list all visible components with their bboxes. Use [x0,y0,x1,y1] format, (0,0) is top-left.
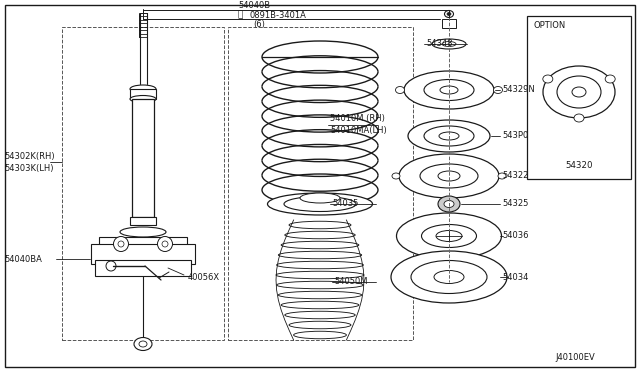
Text: ⓝ: ⓝ [238,10,243,19]
Text: 40056X: 40056X [188,273,220,282]
Bar [442,19,456,28]
Ellipse shape [447,13,451,16]
Text: OPTION: OPTION [533,22,565,31]
Text: 54320: 54320 [565,160,593,170]
Ellipse shape [134,337,152,350]
Ellipse shape [278,291,362,299]
Ellipse shape [432,39,466,49]
Ellipse shape [605,75,615,83]
Ellipse shape [285,311,355,319]
Ellipse shape [399,154,499,198]
Bar [99,237,187,254]
Text: 543P0: 543P0 [502,131,528,141]
Text: 54302K(RH): 54302K(RH) [4,151,54,160]
Circle shape [157,237,173,251]
Bar [62,27,224,340]
Ellipse shape [438,196,460,212]
Ellipse shape [130,96,156,103]
Text: 54010M (RH): 54010M (RH) [330,115,385,124]
Text: 54035: 54035 [332,199,358,208]
Bar [91,244,195,264]
Ellipse shape [392,173,400,179]
Ellipse shape [397,213,502,259]
Ellipse shape [276,271,364,279]
Ellipse shape [268,193,372,215]
Text: 0891B-3401A: 0891B-3401A [249,10,306,19]
Ellipse shape [404,71,494,109]
Text: 54010MA(LH): 54010MA(LH) [330,126,387,135]
Ellipse shape [281,241,359,249]
Ellipse shape [289,221,351,229]
Bar [527,16,631,179]
Text: J40100EV: J40100EV [555,353,595,362]
Circle shape [113,237,129,251]
Text: 54329N: 54329N [502,86,535,94]
Text: 54325: 54325 [502,199,529,208]
Ellipse shape [424,126,474,146]
Ellipse shape [289,321,351,329]
Ellipse shape [442,42,456,46]
Ellipse shape [422,224,477,247]
Bar [130,217,156,225]
Ellipse shape [139,341,147,347]
Text: (6): (6) [253,20,265,29]
Text: 54322: 54322 [502,171,529,180]
Ellipse shape [411,260,487,294]
Circle shape [106,261,116,271]
Text: 54303K(LH): 54303K(LH) [4,164,54,173]
Bar [130,89,156,99]
Bar [228,27,413,340]
Bar [95,260,191,276]
Ellipse shape [439,132,459,140]
Ellipse shape [424,80,474,100]
Ellipse shape [300,193,340,203]
Ellipse shape [420,164,478,188]
Ellipse shape [444,201,454,208]
Ellipse shape [438,171,460,181]
Text: 54034: 54034 [502,273,529,282]
Ellipse shape [284,196,356,212]
Circle shape [162,241,168,247]
Ellipse shape [434,270,464,283]
Bar [132,99,154,217]
Ellipse shape [498,173,506,179]
Ellipse shape [278,251,362,259]
Ellipse shape [440,86,458,94]
Ellipse shape [391,251,507,303]
Text: 54040B: 54040B [238,1,270,10]
Ellipse shape [130,85,156,93]
Ellipse shape [408,120,490,152]
Ellipse shape [493,87,502,93]
Ellipse shape [120,227,166,237]
Ellipse shape [396,87,404,93]
Ellipse shape [543,75,553,83]
Ellipse shape [436,231,462,241]
Text: 54036: 54036 [502,231,529,241]
Ellipse shape [572,87,586,97]
Ellipse shape [557,76,601,108]
Ellipse shape [574,114,584,122]
Ellipse shape [276,261,364,269]
Circle shape [118,241,124,247]
Ellipse shape [276,281,364,289]
Ellipse shape [445,10,454,17]
Ellipse shape [285,231,355,239]
Text: 54348: 54348 [426,39,452,48]
Text: 54050M: 54050M [334,278,367,286]
Ellipse shape [294,331,346,339]
Ellipse shape [281,301,359,309]
Text: 54040BA: 54040BA [4,254,42,263]
Ellipse shape [543,66,615,118]
